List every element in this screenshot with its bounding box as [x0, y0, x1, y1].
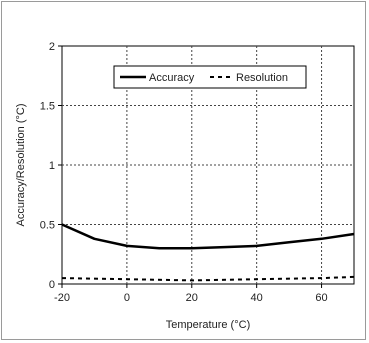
- y-tick-label: 0: [49, 279, 55, 291]
- legend-label-accuracy: Accuracy: [149, 72, 195, 84]
- x-axis-title: Temperature (°C): [166, 319, 250, 331]
- y-tick-label: 0.5: [40, 220, 55, 232]
- x-tick-label: 0: [124, 292, 130, 304]
- x-tick-label: -20: [54, 292, 70, 304]
- legend-label-resolution: Resolution: [236, 72, 288, 84]
- legend: Accuracy Resolution: [113, 65, 307, 89]
- y-tick-label: 1: [49, 160, 55, 172]
- x-tick-label: 40: [251, 292, 263, 304]
- y-tick-label: 1.5: [40, 101, 55, 113]
- series-line-resolution: [61, 275, 355, 282]
- y-axis-title: Accuracy/Resolution (°C): [15, 104, 27, 227]
- grid: [62, 46, 354, 284]
- x-tick-label: 60: [315, 292, 327, 304]
- x-tick-label: 20: [186, 292, 198, 304]
- y-tick-label: 2: [49, 41, 55, 53]
- series: [61, 223, 355, 282]
- series-line-accuracy: [61, 223, 355, 250]
